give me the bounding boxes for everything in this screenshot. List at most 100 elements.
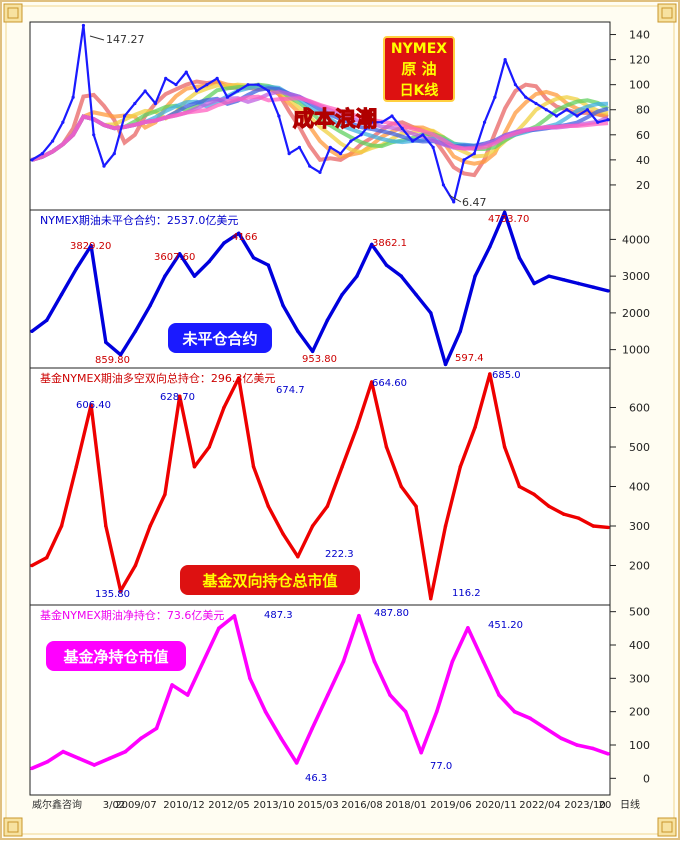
price-point bbox=[524, 95, 528, 99]
gross-segment bbox=[414, 504, 433, 601]
gross-segment bbox=[133, 524, 152, 568]
net-segment bbox=[559, 736, 579, 747]
oi-segment bbox=[561, 278, 581, 286]
price-segment bbox=[236, 83, 250, 93]
price-ytick-label: 80 bbox=[636, 104, 650, 117]
oi-point bbox=[207, 259, 211, 264]
gross-point bbox=[503, 445, 507, 449]
gross-segment bbox=[30, 555, 49, 568]
price-point bbox=[462, 158, 466, 162]
oi-segment bbox=[591, 285, 610, 293]
price-point bbox=[410, 139, 415, 143]
net-point bbox=[217, 626, 221, 630]
panel3-badge-bg bbox=[180, 565, 360, 595]
oi-point bbox=[414, 292, 418, 297]
price-segment bbox=[133, 89, 147, 105]
price-point bbox=[421, 133, 425, 137]
gross-point bbox=[237, 376, 241, 380]
price-point bbox=[184, 70, 188, 74]
oi-segment bbox=[45, 292, 64, 322]
gross-point bbox=[473, 425, 477, 429]
price-point bbox=[50, 139, 55, 143]
oi-segment bbox=[517, 256, 536, 286]
net-segment bbox=[575, 743, 595, 751]
price-point bbox=[596, 120, 600, 124]
gross-point bbox=[89, 403, 93, 407]
low-leader bbox=[448, 194, 462, 203]
price-point bbox=[493, 95, 497, 99]
gross-segment bbox=[576, 516, 595, 528]
price-segment bbox=[92, 133, 106, 168]
oi-point bbox=[133, 329, 137, 333]
oi-segment bbox=[502, 210, 522, 260]
title-box-line2: 原 油 bbox=[401, 60, 436, 78]
oi-label-6: 3862.1 bbox=[372, 238, 407, 249]
gross-segment bbox=[207, 405, 226, 449]
oi-ytick-label: 3000 bbox=[622, 270, 650, 283]
price-segment bbox=[195, 83, 208, 93]
oi-segment bbox=[414, 292, 433, 315]
x-tick-label: 2019/06 bbox=[430, 800, 472, 811]
net-segment bbox=[450, 626, 470, 664]
oi-point bbox=[296, 329, 300, 333]
gross-segment bbox=[325, 465, 344, 508]
net-segment bbox=[357, 613, 377, 664]
net-ytick-label: 400 bbox=[629, 639, 650, 652]
price-segment bbox=[144, 89, 157, 105]
gross-segment bbox=[488, 372, 507, 449]
oi-point bbox=[311, 349, 315, 353]
net-point bbox=[123, 750, 128, 754]
oi-segment bbox=[399, 274, 418, 297]
net-segment bbox=[217, 614, 237, 631]
x-tick-label: 2009/07 bbox=[115, 800, 157, 811]
price-segment bbox=[555, 108, 568, 118]
price-point bbox=[349, 139, 353, 143]
oi-point bbox=[251, 256, 256, 260]
net-segment bbox=[76, 756, 97, 767]
price-segment bbox=[360, 121, 373, 136]
oi-segment bbox=[369, 242, 389, 267]
gross-point bbox=[355, 425, 359, 429]
gross-segment bbox=[340, 425, 359, 469]
net-segment bbox=[528, 716, 548, 731]
gross-point bbox=[399, 484, 403, 489]
gross-point bbox=[207, 445, 211, 449]
net-segment bbox=[590, 746, 610, 756]
price-point bbox=[328, 145, 332, 149]
gross-segment bbox=[473, 372, 492, 429]
net-point bbox=[435, 710, 439, 714]
oi-point bbox=[370, 242, 374, 247]
price-segment bbox=[586, 108, 599, 124]
oi-point bbox=[89, 244, 93, 248]
gross-point bbox=[192, 465, 197, 469]
oi-segment bbox=[488, 210, 507, 249]
price-point bbox=[503, 58, 507, 62]
oi-segment bbox=[384, 263, 403, 278]
gross-label-1: 606.40 bbox=[76, 400, 111, 411]
x-tick-label: 2012/05 bbox=[208, 800, 250, 811]
price-point bbox=[92, 133, 96, 137]
gross-point bbox=[59, 524, 64, 528]
price-point bbox=[71, 95, 75, 99]
gross-point bbox=[443, 524, 448, 528]
oi-segment bbox=[148, 274, 167, 308]
gross-label-2: 135.80 bbox=[95, 589, 130, 600]
price-point bbox=[122, 114, 127, 118]
oi-segment bbox=[30, 318, 49, 333]
gross-segment bbox=[59, 465, 79, 528]
gross-point bbox=[458, 465, 462, 469]
price-point bbox=[205, 83, 209, 87]
net-segment bbox=[201, 626, 221, 664]
price-low-label: 6.47 bbox=[462, 196, 487, 209]
oi-point bbox=[45, 318, 49, 322]
gross-segment bbox=[369, 380, 389, 449]
x-tick-label: 2016/08 bbox=[341, 800, 383, 811]
oi-label-1: 3829.20 bbox=[70, 241, 111, 252]
panel3-series bbox=[30, 372, 610, 601]
title-box-line1: NYMEX bbox=[391, 41, 447, 57]
net-point bbox=[154, 726, 159, 730]
oi-segment bbox=[118, 329, 138, 357]
oi-point bbox=[562, 278, 566, 282]
price-segment bbox=[473, 121, 486, 155]
price-ytick-label: 100 bbox=[629, 79, 650, 92]
